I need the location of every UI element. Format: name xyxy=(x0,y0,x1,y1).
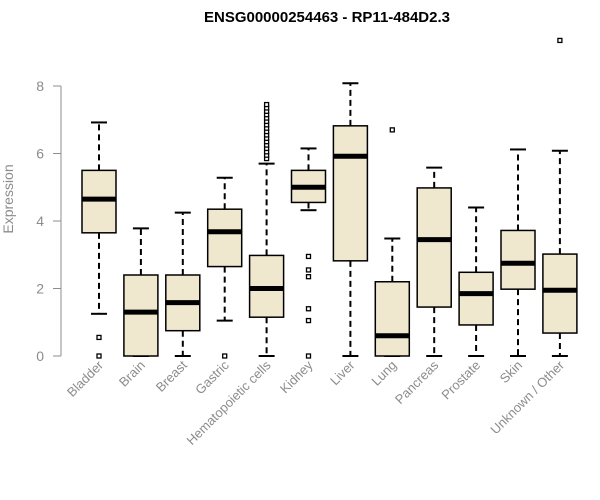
x-tick-label-3: Gastric xyxy=(192,357,232,397)
outlier-5-1 xyxy=(305,267,312,273)
outlier-4-16 xyxy=(263,101,270,108)
outlier-3-0 xyxy=(222,353,228,359)
box-6 xyxy=(332,82,369,357)
boxes-group xyxy=(81,37,578,359)
box-8 xyxy=(416,166,452,357)
box-rect-3 xyxy=(206,208,243,268)
x-tick-label-10: Skin xyxy=(497,358,525,386)
outlier-7-0 xyxy=(389,127,395,133)
box-5 xyxy=(290,147,327,359)
box-rect-8 xyxy=(416,187,452,308)
outlier-5-5 xyxy=(305,353,312,359)
x-tick-label-1: Brain xyxy=(116,358,148,390)
box-0 xyxy=(81,121,117,359)
y-axis-ticks: 0 2 4 6 8 xyxy=(36,78,61,364)
box-rect-11 xyxy=(542,253,578,334)
outlier-0-1 xyxy=(96,353,102,359)
box-rect-10 xyxy=(500,229,536,290)
x-tick-label-0: Bladder xyxy=(64,357,107,400)
y-tick-label-2: 4 xyxy=(36,213,44,229)
box-rect-6 xyxy=(332,125,369,262)
x-tick-label-7: Lung xyxy=(368,358,399,389)
outlier-11-0 xyxy=(557,37,563,44)
box-9 xyxy=(458,206,494,357)
x-tick-label-6: Liver xyxy=(327,357,358,388)
x-tick-label-8: Pancreas xyxy=(392,357,442,407)
box-10 xyxy=(500,148,536,357)
y-tick-label-3: 6 xyxy=(36,146,44,162)
chart-title: ENSG00000254463 - RP11-484D2.3 xyxy=(204,9,450,26)
box-1 xyxy=(123,227,159,357)
x-tick-label-11: Unknown / Other xyxy=(487,357,567,437)
box-11 xyxy=(542,37,578,357)
box-7 xyxy=(374,127,411,357)
outlier-5-3 xyxy=(305,306,312,312)
outlier-5-4 xyxy=(305,317,312,324)
box-3 xyxy=(206,176,243,359)
box-rect-7 xyxy=(374,281,411,357)
x-tick-label-9: Prostate xyxy=(438,358,483,403)
outlier-5-2 xyxy=(305,274,312,280)
outlier-0-0 xyxy=(96,334,102,341)
y-tick-label-1: 2 xyxy=(36,281,44,297)
box-4 xyxy=(248,101,285,357)
box-rect-9 xyxy=(458,271,494,326)
box-rect-1 xyxy=(123,274,159,357)
x-tick-label-2: Breast xyxy=(153,357,190,394)
y-tick-label-0: 0 xyxy=(36,348,44,364)
outlier-5-0 xyxy=(305,253,312,260)
y-tick-label-4: 8 xyxy=(36,78,44,94)
box-2 xyxy=(165,211,201,357)
box-rect-0 xyxy=(81,169,117,234)
y-axis-label: Expression xyxy=(0,164,16,233)
x-tick-label-5: Kidney xyxy=(277,357,316,396)
